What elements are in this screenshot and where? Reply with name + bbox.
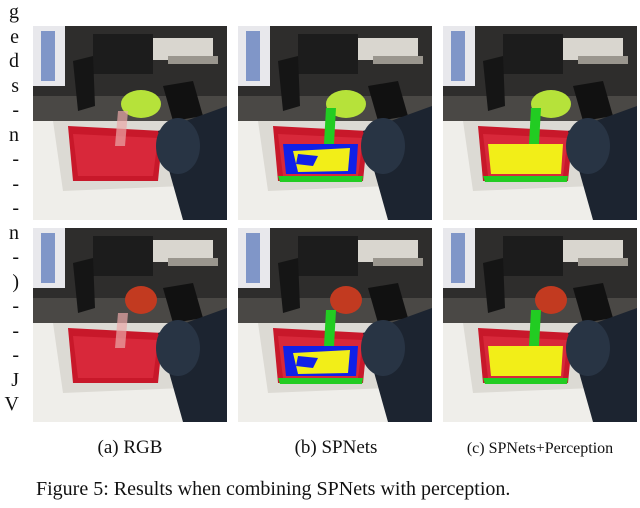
margin-glyph: - — [12, 319, 19, 342]
figure-caption: Figure 5: Results when combining SPNets … — [36, 478, 511, 500]
caption-rgb: (a) RGB — [97, 437, 163, 458]
margin-glyph: - — [12, 148, 19, 170]
subfigure-captions: (a) RGB (b) SPNets (c) SPNets+Perception — [0, 437, 640, 463]
margin-glyph: n — [9, 221, 19, 244]
panel-spnets-top — [238, 26, 432, 220]
panel-spnets-perception-top — [443, 26, 637, 220]
margin-glyph: - — [12, 172, 19, 195]
margin-glyph: ) — [12, 270, 19, 293]
margin-glyph: n — [9, 123, 19, 146]
figure-grid — [33, 26, 637, 424]
margin-glyph: - — [12, 344, 19, 366]
margin-glyph: e — [10, 25, 19, 48]
margin-glyph: - — [12, 99, 19, 121]
margin-glyph: V — [4, 393, 19, 415]
margin-glyph: J — [11, 368, 19, 391]
caption-spnets: (b) SPNets — [294, 437, 378, 458]
margin-glyph: - — [12, 246, 19, 268]
margin-glyph: - — [12, 295, 19, 317]
margin-glyph: - — [12, 197, 19, 219]
panel-rgb-top — [33, 26, 227, 220]
left-margin-text: g e d s - n - - - n -) - - - J V — [0, 0, 22, 495]
caption-spnets-perception: (c) SPNets+Perception — [466, 440, 614, 457]
margin-glyph: d — [9, 50, 19, 72]
panel-rgb-bottom — [33, 228, 227, 422]
panel-spnets-bottom — [238, 228, 432, 422]
panel-spnets-perception-bottom — [443, 228, 637, 422]
margin-glyph: s — [11, 74, 19, 97]
margin-glyph: g — [9, 1, 19, 23]
